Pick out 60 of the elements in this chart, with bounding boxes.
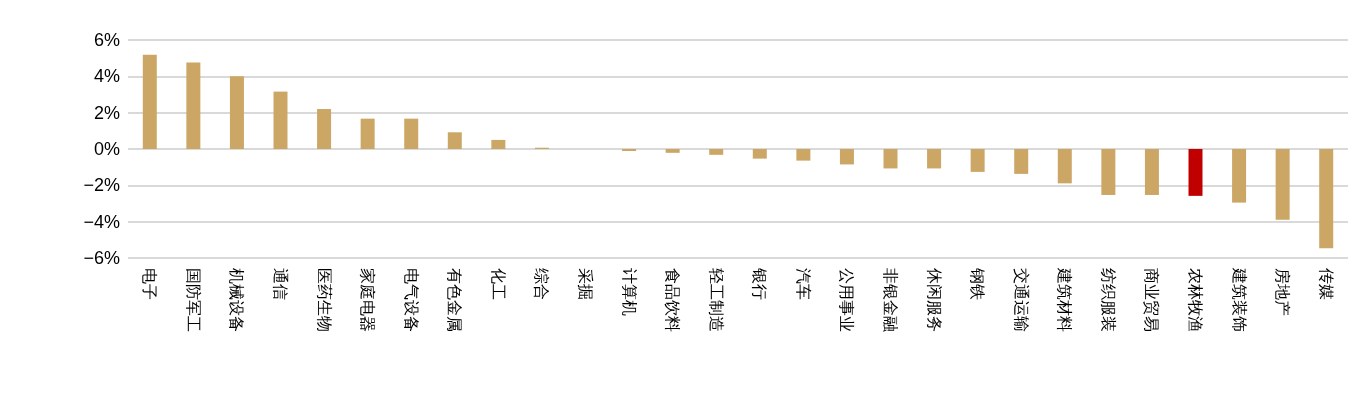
bar — [1014, 149, 1029, 174]
x-tick-label: 机械设备 — [227, 268, 247, 332]
x-tick-label: 非银金融 — [881, 268, 900, 332]
bar — [1319, 149, 1334, 249]
bar — [1188, 149, 1203, 196]
x-tick-label: 通信 — [271, 268, 290, 300]
bar — [883, 149, 898, 169]
x-tick-label: 食品饮料 — [663, 268, 683, 332]
bar — [927, 149, 942, 169]
bar — [1101, 149, 1116, 195]
bar — [796, 149, 811, 161]
bar — [1057, 149, 1072, 184]
bar — [447, 132, 462, 149]
x-tick-label: 轻工制造 — [706, 268, 726, 332]
x-tick-label: 电气设备 — [401, 268, 421, 332]
x-tick-label: 家庭电器 — [358, 268, 378, 332]
y-tick-label: 0% — [93, 139, 120, 159]
y-tick-label: 4% — [93, 66, 120, 87]
bar — [186, 62, 201, 149]
x-tick-label: 房地产 — [1273, 268, 1293, 316]
bar — [970, 149, 985, 172]
x-tick-label: 交通运输 — [1011, 268, 1031, 332]
x-tick-label: 商业贸易 — [1142, 268, 1162, 332]
bar — [1232, 149, 1247, 203]
x-tick-label: 建筑材料 — [1055, 267, 1075, 332]
x-tick-label: 农林牧渔 — [1186, 268, 1205, 332]
x-tick-label: 传媒 — [1316, 268, 1336, 300]
x-tick-label: 有色金属 — [445, 268, 465, 332]
y-tick-label: 2% — [93, 102, 120, 123]
x-tick-label: 纺织服装 — [1098, 268, 1118, 332]
x-tick-label: 公用事业 — [837, 268, 857, 332]
x-tick-label: 汽车 — [793, 268, 813, 300]
bar — [752, 149, 767, 159]
y-tick-label: −6% — [83, 248, 120, 268]
x-tick-label: 综合 — [532, 268, 552, 300]
x-tick-label: 钢铁 — [968, 267, 988, 300]
x-tick-label: 休闲服务 — [924, 268, 944, 332]
bar — [360, 118, 375, 149]
bar — [404, 118, 419, 149]
bar — [229, 76, 244, 149]
bar — [491, 139, 506, 149]
x-tick-label: 采掘 — [576, 268, 595, 300]
x-tick-label: 医药生物 — [314, 268, 334, 332]
bar — [317, 109, 332, 149]
x-tick-label: 电子 — [140, 268, 160, 300]
x-tick-label: 计算机 — [619, 268, 639, 316]
y-tick-label: −2% — [83, 175, 120, 196]
x-tick-label: 建筑装饰 — [1229, 267, 1249, 332]
x-tick-label: 化工 — [488, 268, 508, 300]
bar — [665, 149, 680, 153]
bar — [1144, 149, 1159, 195]
y-tick-label: −4% — [83, 211, 120, 232]
bar — [1275, 149, 1290, 220]
bar — [142, 54, 157, 149]
bar — [709, 149, 724, 155]
y-tick-label: 6% — [93, 30, 120, 50]
x-tick-label: 国防军工 — [183, 268, 203, 332]
bar — [273, 91, 288, 149]
bar — [839, 149, 854, 165]
x-tick-label: 银行 — [750, 267, 770, 300]
